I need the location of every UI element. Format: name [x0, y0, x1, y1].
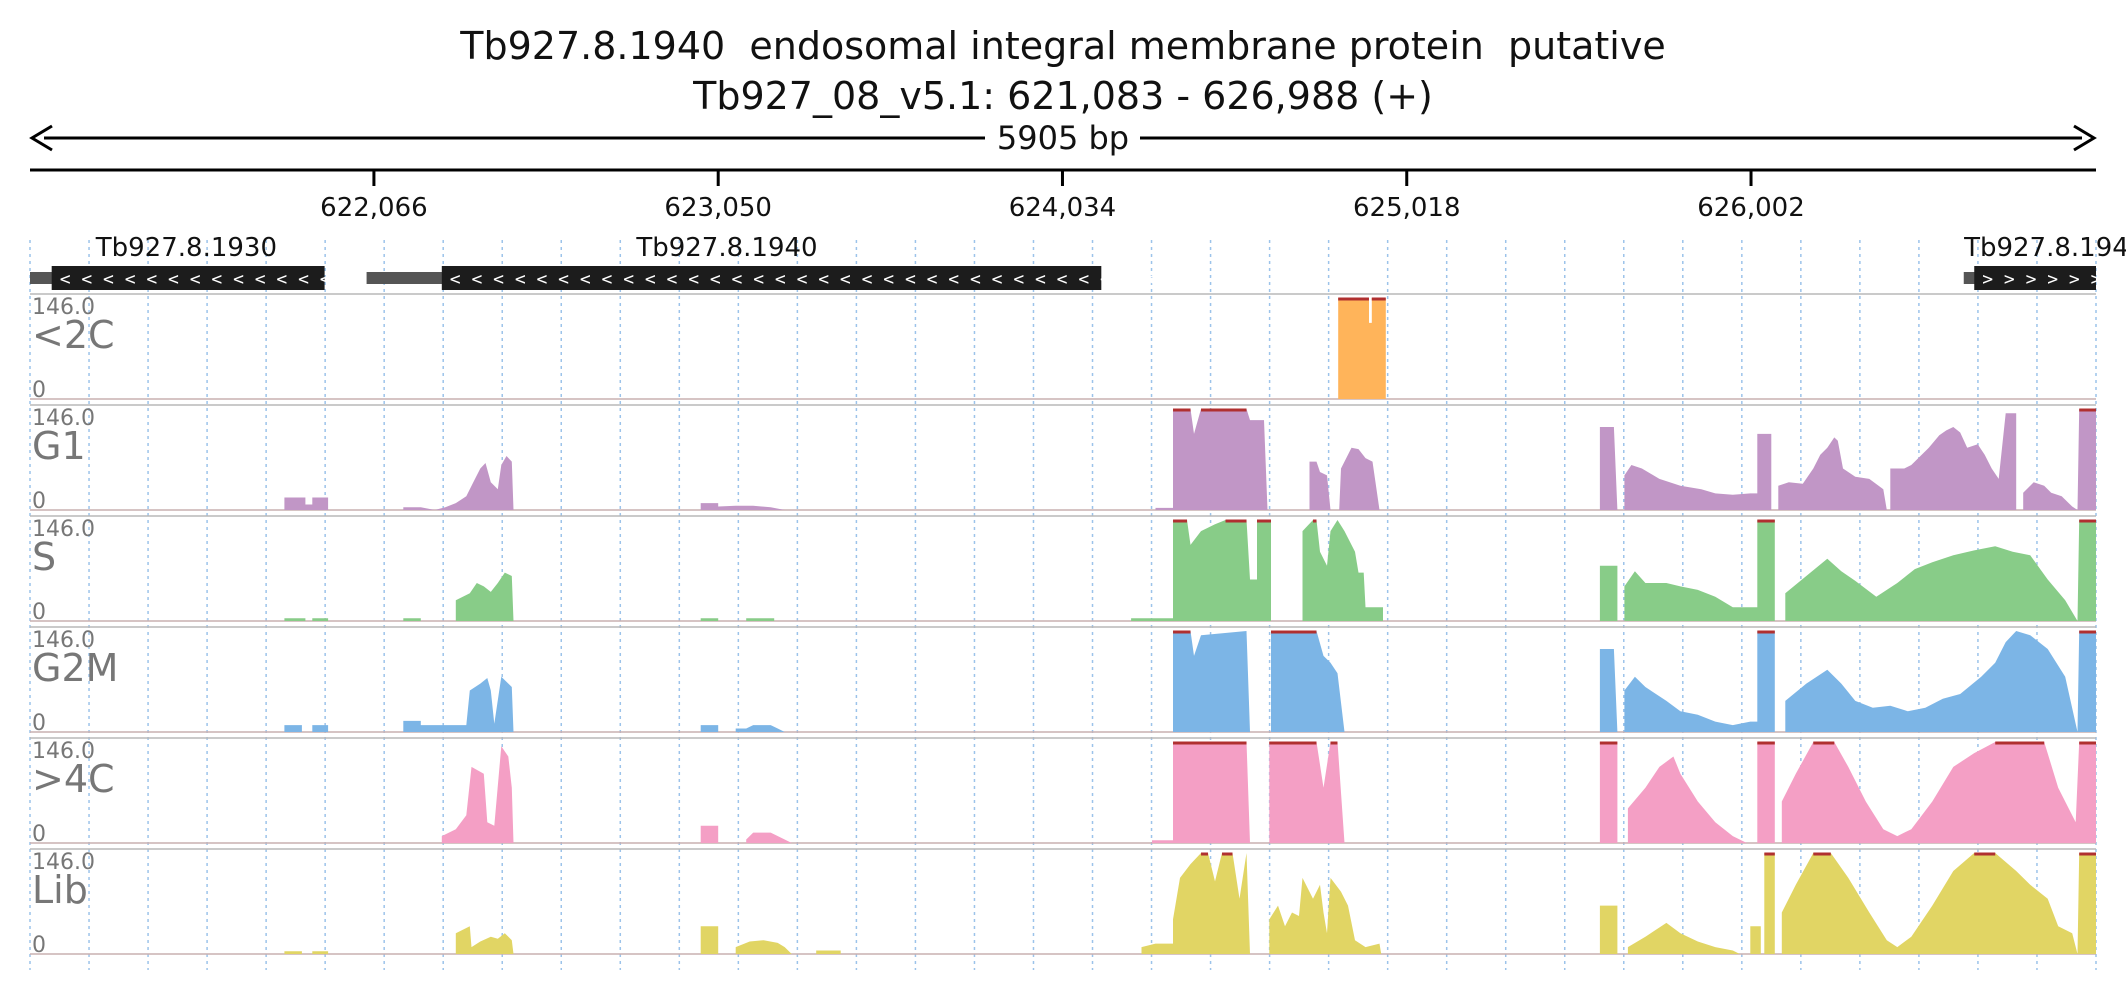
arrowhead-right-icon — [2073, 124, 2097, 152]
coverage-area — [30, 409, 2096, 510]
strand-chevrons-icon: < < < < < < < < < < < < < < < < — [60, 269, 396, 290]
track-ymax-label: 146.0 — [32, 406, 95, 431]
strand-chevrons-icon: < < < < < < < < < < < < < < < < < < < < … — [450, 269, 1306, 290]
track-ymin-label: 0 — [32, 933, 46, 958]
track-name-label: G1 — [32, 424, 86, 468]
ruler-tick-label: 622,066 — [320, 193, 428, 223]
ruler-tick-label: 624,034 — [1009, 193, 1117, 223]
coverage-area — [30, 631, 2096, 732]
strand-chevrons-icon: > > > > > > — [1982, 269, 2101, 290]
track-ymin-label: 0 — [32, 711, 46, 736]
coverage-area — [30, 742, 2096, 843]
gene-utr — [366, 272, 444, 284]
gene-utr — [1963, 272, 1977, 284]
track-ymin-label: 0 — [32, 600, 46, 625]
coverage-tracks: 146.0<2C0146.0G10146.0S0146.0G2M0146.0>4… — [30, 293, 2096, 958]
gene-cds — [51, 266, 325, 290]
coverage-area — [30, 853, 2096, 954]
track-ymin-label: 0 — [32, 378, 46, 403]
track-name-label: <2C — [32, 313, 115, 357]
chart-subtitle: Tb927_08_v5.1: 621,083 - 626,988 (+) — [693, 74, 1433, 118]
track-ymax-label: 146.0 — [32, 739, 95, 764]
ruler-tick-label: 625,018 — [1353, 193, 1461, 223]
gene-cds — [1974, 266, 2096, 290]
track-ymax-label: 146.0 — [32, 517, 95, 542]
track-name-label: S — [32, 535, 56, 579]
chart-title: Tb927.8.1940 endosomal integral membrane… — [460, 24, 1666, 68]
gene-label: Tb927.8.1940 — [635, 233, 817, 263]
track-ymax-label: 146.0 — [32, 295, 95, 320]
gene-track: < < < < < < < < < < < < < < < < Tb927.8.… — [30, 233, 2126, 290]
ruler-tick-label: 626,002 — [1697, 193, 1805, 223]
ruler-tick-label: 623,050 — [664, 193, 772, 223]
gene-label: Tb927.8.1945 — [1963, 233, 2126, 263]
coverage-area — [30, 520, 2096, 621]
track-name-label: Lib — [32, 868, 88, 912]
coverage-area — [1338, 298, 1386, 399]
grid-lines — [29, 240, 2097, 970]
track-name-label: G2M — [32, 646, 118, 690]
track-ymin-label: 0 — [32, 822, 46, 847]
ruler: 622,066 623,050 624,034 625,018 626,002 — [29, 124, 2097, 223]
track-ymin-label: 0 — [32, 489, 46, 514]
ruler-span-label: 5905 bp — [996, 119, 1130, 157]
gene-cds — [441, 266, 1102, 290]
gene-label: Tb927.8.1930 — [95, 233, 277, 263]
gene-utr — [30, 272, 54, 284]
arrowhead-left-icon — [29, 124, 53, 152]
track-name-label: >4C — [32, 757, 115, 801]
track-ymax-label: 146.0 — [32, 850, 95, 875]
track-S: 146.0S 0 — [30, 515, 2096, 625]
track-2C: 146.0<2C 0 — [30, 293, 2096, 403]
track-G1: 146.0G1 0 — [30, 404, 2096, 514]
track-ymax-label: 146.0 — [32, 628, 95, 653]
track-4C: 146.0>4C 0 — [30, 737, 2096, 847]
